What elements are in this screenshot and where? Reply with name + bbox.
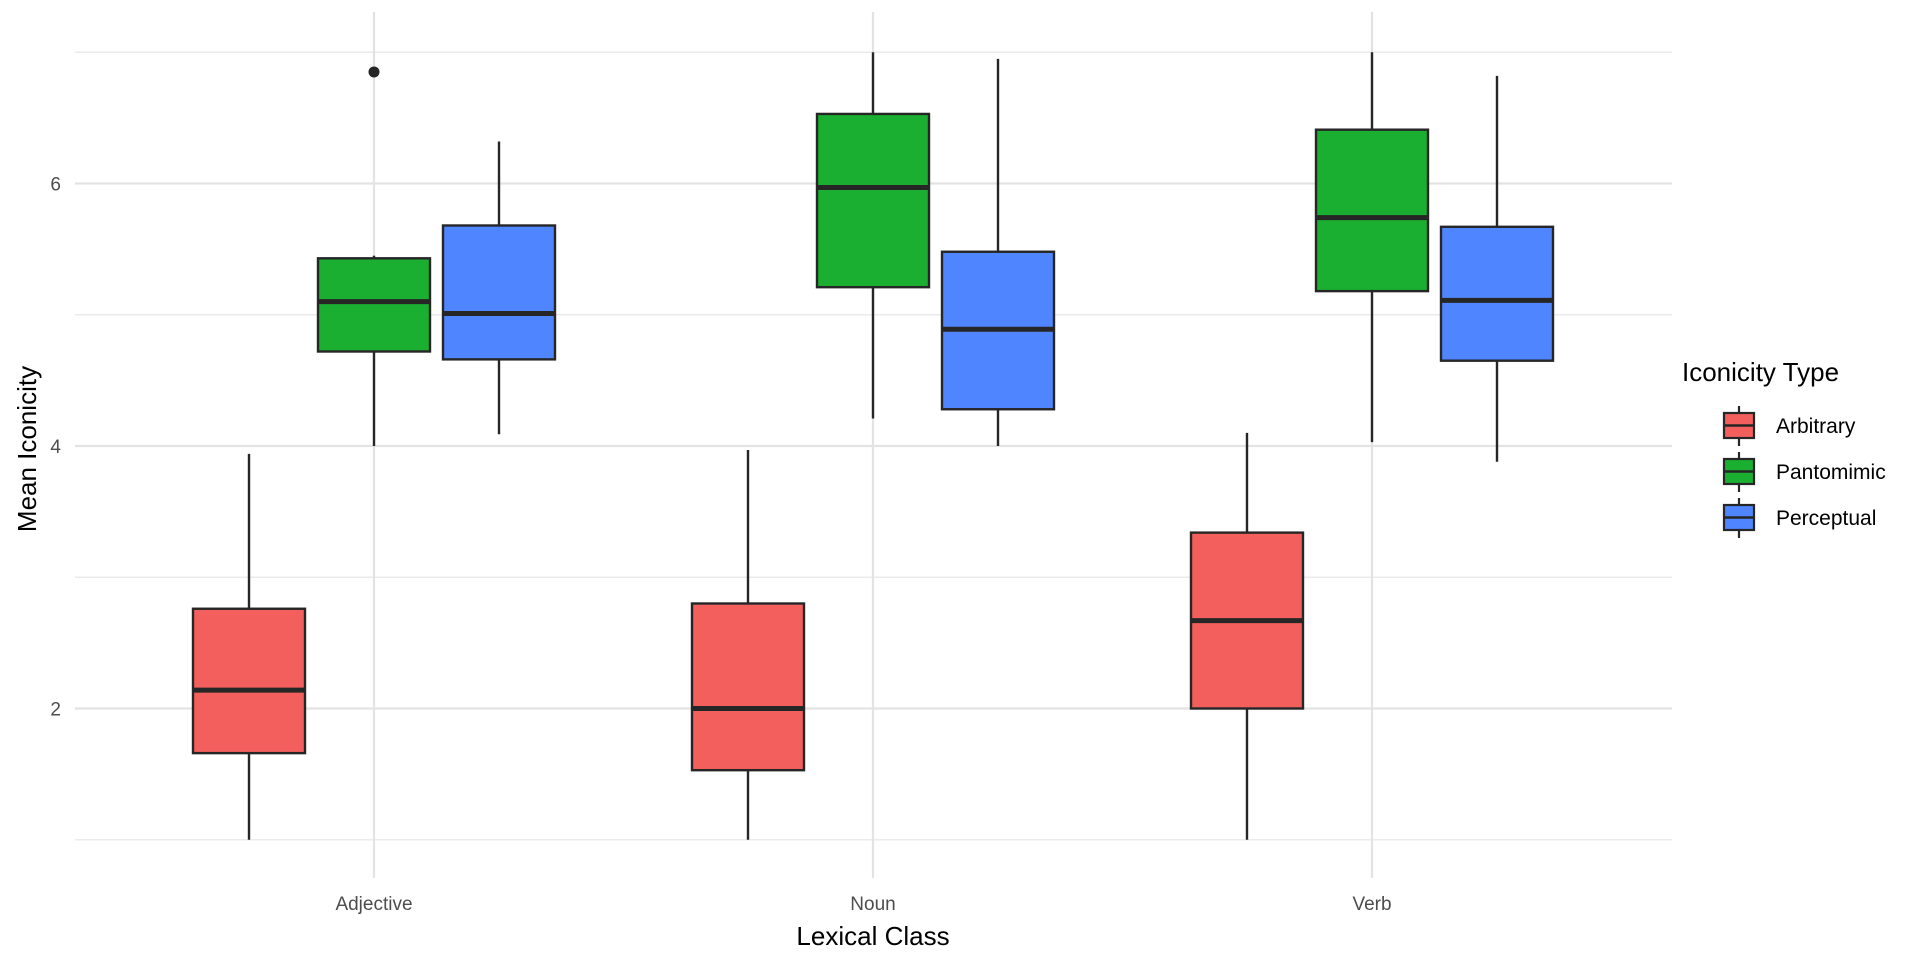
x-tick-label: Noun: [850, 894, 895, 915]
box-perceptual-adjective: [441, 141, 557, 435]
legend-item-pantomimic: Pantomimic: [1722, 452, 1886, 492]
y-axis-title: Mean Iconicity: [12, 366, 42, 532]
box-body: [1314, 128, 1430, 293]
box-arbitrary-adjective: [191, 453, 307, 840]
y-tick-label: 6: [50, 175, 61, 196]
legend: Iconicity Type Arbitrary Pantomimic Percep…: [1682, 357, 1886, 538]
legend-label: Perceptual: [1776, 507, 1876, 530]
box-pantomimic-verb: [1314, 52, 1430, 443]
y-tick-label: 2: [50, 700, 61, 721]
box-body: [690, 602, 806, 772]
legend-item-arbitrary: Arbitrary: [1722, 406, 1856, 446]
box-layer: [191, 52, 1555, 840]
x-axis-title: Lexical Class: [796, 921, 949, 951]
box-body: [191, 607, 307, 755]
box-perceptual-verb: [1439, 75, 1555, 462]
box-pantomimic-adjective: [316, 66, 432, 446]
legend-label: Pantomimic: [1776, 461, 1886, 484]
legend-title: Iconicity Type: [1682, 357, 1839, 387]
box-arbitrary-noun: [690, 449, 806, 840]
box-body: [1439, 225, 1555, 362]
box-perceptual-noun: [940, 58, 1056, 446]
box-body: [441, 224, 557, 361]
x-tick-label: Verb: [1352, 894, 1391, 915]
box-body: [815, 112, 931, 289]
y-tick-label: 4: [50, 437, 61, 458]
axis-layer: 2 4 6 Adjective Noun Verb: [50, 175, 1391, 916]
box-pantomimic-noun: [815, 52, 931, 419]
legend-item-perceptual: Perceptual: [1722, 498, 1876, 538]
x-tick-label: Adjective: [335, 894, 412, 915]
box-body: [316, 257, 432, 353]
outlier-point: [368, 66, 380, 78]
box-arbitrary-verb: [1189, 432, 1305, 840]
legend-label: Arbitrary: [1776, 415, 1856, 438]
